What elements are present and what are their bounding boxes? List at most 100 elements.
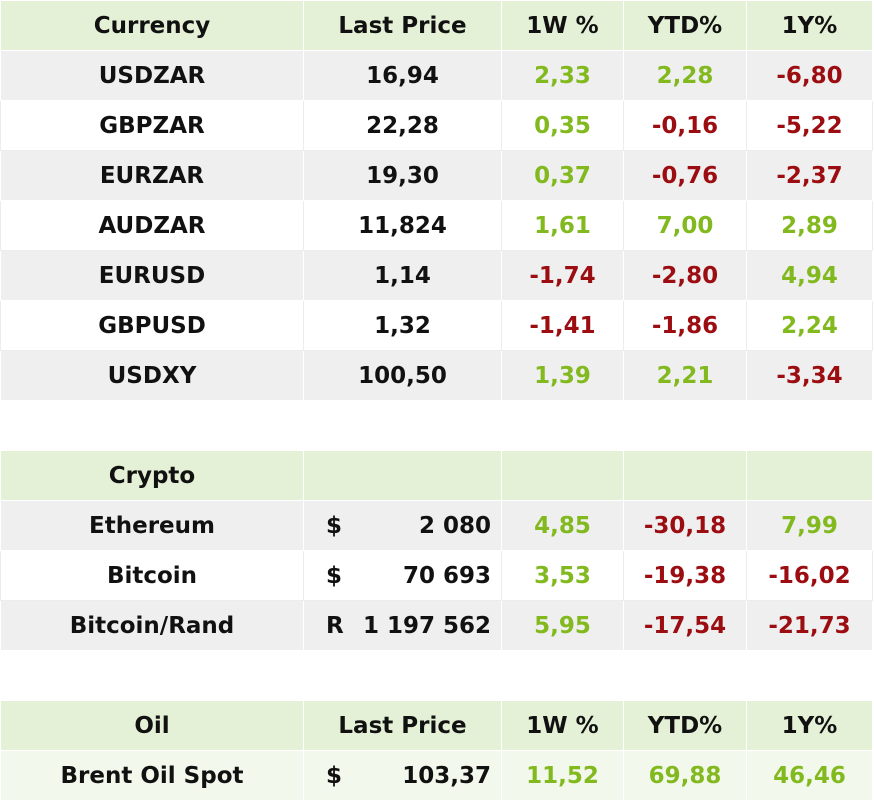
- currency-1y: 2,24: [746, 300, 873, 351]
- oil-1y: 46,46: [746, 750, 873, 801]
- crypto-ytd: -17,54: [623, 600, 747, 651]
- oil-price: $103,37: [303, 750, 502, 801]
- currency-price: 1,32: [303, 300, 502, 351]
- oil-ytd: 69,88: [623, 750, 747, 801]
- currency-name: USDXY: [0, 350, 304, 401]
- crypto-ytd: -30,18: [623, 500, 747, 551]
- crypto-header-empty: [746, 450, 873, 501]
- crypto-row: Bitcoin $70 693 3,53 -19,38 -16,02: [0, 550, 873, 601]
- oil-header-ytd: YTD%: [623, 700, 747, 751]
- crypto-price-wrap: R 1 197 562: [305, 612, 501, 639]
- crypto-title: Crypto: [0, 450, 304, 501]
- crypto-price: $70 693: [303, 550, 502, 601]
- currency-1w: -1,74: [501, 250, 624, 301]
- oil-header-row: Oil Last Price 1W % YTD% 1Y%: [0, 700, 873, 751]
- crypto-price: $2 080: [303, 500, 502, 551]
- crypto-ytd: -19,38: [623, 550, 747, 601]
- currency-ytd: 7,00: [623, 200, 747, 251]
- oil-header-1w: 1W %: [501, 700, 624, 751]
- crypto-name: Ethereum: [0, 500, 304, 551]
- spacer-row-2: [0, 650, 873, 701]
- oil-header-last-price: Last Price: [303, 700, 502, 751]
- header-1w: 1W %: [501, 0, 624, 51]
- crypto-currency-symbol: $: [326, 512, 343, 539]
- crypto-row: Bitcoin/Rand R 1 197 562 5,95 -17,54 -21,73: [0, 600, 873, 651]
- currency-row: EURZAR 19,30 0,37 -0,76 -2,37: [0, 150, 873, 201]
- currency-1w: 1,39: [501, 350, 624, 401]
- currency-price: 1,14: [303, 250, 502, 301]
- currency-1y: 2,89: [746, 200, 873, 251]
- crypto-1w: 5,95: [501, 600, 624, 651]
- crypto-header-empty: [623, 450, 747, 501]
- header-ytd: YTD%: [623, 0, 747, 51]
- currency-1y: -5,22: [746, 100, 873, 151]
- currency-name: EURZAR: [0, 150, 304, 201]
- currency-1w: 1,61: [501, 200, 624, 251]
- currency-header-row: Currency Last Price 1W % YTD% 1Y%: [0, 0, 873, 51]
- currency-ytd: -0,16: [623, 100, 747, 151]
- currency-price: 16,94: [303, 50, 502, 101]
- currency-1w: -1,41: [501, 300, 624, 351]
- oil-name: Brent Oil Spot: [0, 750, 304, 801]
- currency-1w: 0,37: [501, 150, 624, 201]
- currency-ytd: -2,80: [623, 250, 747, 301]
- currency-row: AUDZAR 11,824 1,61 7,00 2,89: [0, 200, 873, 251]
- crypto-name: Bitcoin/Rand: [0, 600, 304, 651]
- header-currency: Currency: [0, 0, 304, 51]
- oil-1w: 11,52: [501, 750, 624, 801]
- crypto-header-row: Crypto: [0, 450, 873, 501]
- header-last-price: Last Price: [303, 0, 502, 51]
- oil-price-value: 103,37: [402, 762, 491, 789]
- currency-ytd: -0,76: [623, 150, 747, 201]
- crypto-1w: 3,53: [501, 550, 624, 601]
- crypto-price-value: 70 693: [402, 562, 491, 589]
- crypto-1y: 7,99: [746, 500, 873, 551]
- currency-1w: 0,35: [501, 100, 624, 151]
- crypto-1w: 4,85: [501, 500, 624, 551]
- currency-1y: -6,80: [746, 50, 873, 101]
- crypto-price-wrap: $2 080: [305, 512, 501, 539]
- currency-name: AUDZAR: [0, 200, 304, 251]
- currency-row: USDXY 100,50 1,39 2,21 -3,34: [0, 350, 873, 401]
- currency-ytd: -1,86: [623, 300, 747, 351]
- oil-header-name: Oil: [0, 700, 304, 751]
- spacer-row-1-cell: [0, 400, 873, 451]
- crypto-price-wrap: $70 693: [305, 562, 501, 589]
- currency-1w: 2,33: [501, 50, 624, 101]
- currency-1y: -3,34: [746, 350, 873, 401]
- crypto-currency-symbol: R: [326, 612, 344, 639]
- oil-price-wrap: $103,37: [305, 762, 501, 789]
- currency-row: USDZAR 16,94 2,33 2,28 -6,80: [0, 50, 873, 101]
- header-1y: 1Y%: [746, 0, 873, 51]
- spacer-row-1: [0, 400, 873, 451]
- crypto-1y: -16,02: [746, 550, 873, 601]
- currency-ytd: 2,21: [623, 350, 747, 401]
- oil-header-1y: 1Y%: [746, 700, 873, 751]
- crypto-price-value: 1 197 562: [362, 612, 491, 639]
- spacer-row-2-cell: [0, 650, 873, 701]
- currency-row: GBPUSD 1,32 -1,41 -1,86 2,24: [0, 300, 873, 351]
- currency-price: 22,28: [303, 100, 502, 151]
- currency-price: 100,50: [303, 350, 502, 401]
- crypto-header-empty: [501, 450, 624, 501]
- currency-ytd: 2,28: [623, 50, 747, 101]
- crypto-header-empty: [303, 450, 502, 501]
- currency-row: GBPZAR 22,28 0,35 -0,16 -5,22: [0, 100, 873, 151]
- oil-row: Brent Oil Spot $103,37 11,52 69,88 46,46: [0, 750, 873, 801]
- crypto-1y: -21,73: [746, 600, 873, 651]
- oil-currency-symbol: $: [326, 762, 343, 789]
- crypto-price-value: 2 080: [418, 512, 491, 539]
- currency-name: GBPZAR: [0, 100, 304, 151]
- currency-price: 19,30: [303, 150, 502, 201]
- currency-price: 11,824: [303, 200, 502, 251]
- currency-name: EURUSD: [0, 250, 304, 301]
- currency-1y: -2,37: [746, 150, 873, 201]
- currency-row: EURUSD 1,14 -1,74 -2,80 4,94: [0, 250, 873, 301]
- currency-name: GBPUSD: [0, 300, 304, 351]
- crypto-name: Bitcoin: [0, 550, 304, 601]
- crypto-price: R 1 197 562: [303, 600, 502, 651]
- crypto-currency-symbol: $: [326, 562, 343, 589]
- currency-name: USDZAR: [0, 50, 304, 101]
- crypto-row: Ethereum $2 080 4,85 -30,18 7,99: [0, 500, 873, 551]
